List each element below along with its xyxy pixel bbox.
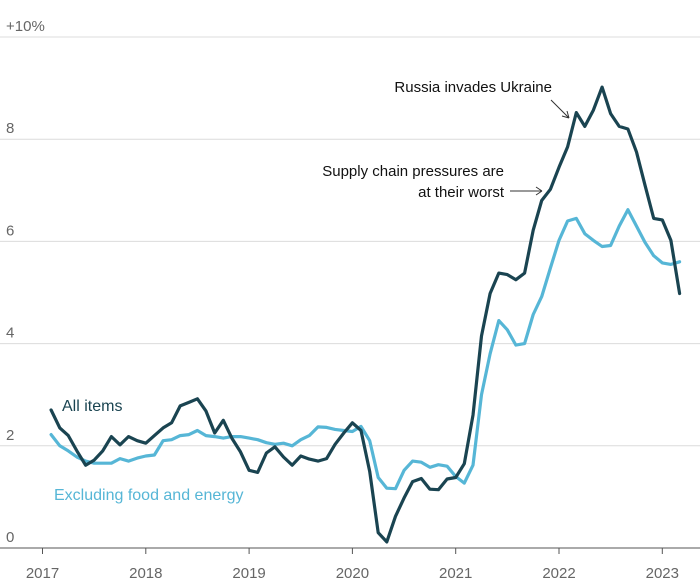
x-tick-label-2022: 2022 (542, 565, 575, 582)
series-line-all-items (49, 85, 682, 544)
y-tick-label-2: 2 (6, 427, 14, 444)
annotation-russia-label: Russia invades Ukraine (394, 79, 552, 96)
x-axis-ticks: 2017 2018 2019 2020 2021 2022 2023 (26, 548, 679, 582)
series-lines (49, 85, 682, 544)
x-tick-label-2023: 2023 (646, 565, 679, 582)
x-tick-label-2017: 2017 (26, 565, 59, 582)
annotation-supply-label-line1: Supply chain pressures are (322, 163, 504, 180)
gridlines (0, 36, 700, 447)
series-label-core: Excluding food and energy (54, 487, 243, 504)
x-tick-label-2019: 2019 (232, 565, 265, 582)
annotation-supply-label-line2: at their worst (418, 184, 505, 201)
y-axis-tick-labels: 0 2 4 6 8 +10% (6, 18, 45, 546)
x-tick-label-2021: 2021 (439, 565, 472, 582)
series-line-excluding-food-energy (49, 208, 682, 491)
annotations: Russia invades Ukraine Supply chain pres… (322, 79, 570, 201)
x-tick-label-2020: 2020 (336, 565, 369, 582)
y-tick-label-0: 0 (6, 529, 14, 546)
annotation-russia-arrow (550, 99, 570, 119)
series-labels: All items Excluding food and energy (54, 398, 243, 504)
y-tick-label-10: +10% (6, 18, 45, 35)
annotation-supply-arrow (510, 186, 543, 196)
x-tick-label-2018: 2018 (129, 565, 162, 582)
y-tick-label-8: 8 (6, 120, 14, 137)
series-label-all-items: All items (62, 398, 122, 415)
y-tick-label-6: 6 (6, 222, 14, 239)
y-tick-label-4: 4 (6, 325, 14, 342)
